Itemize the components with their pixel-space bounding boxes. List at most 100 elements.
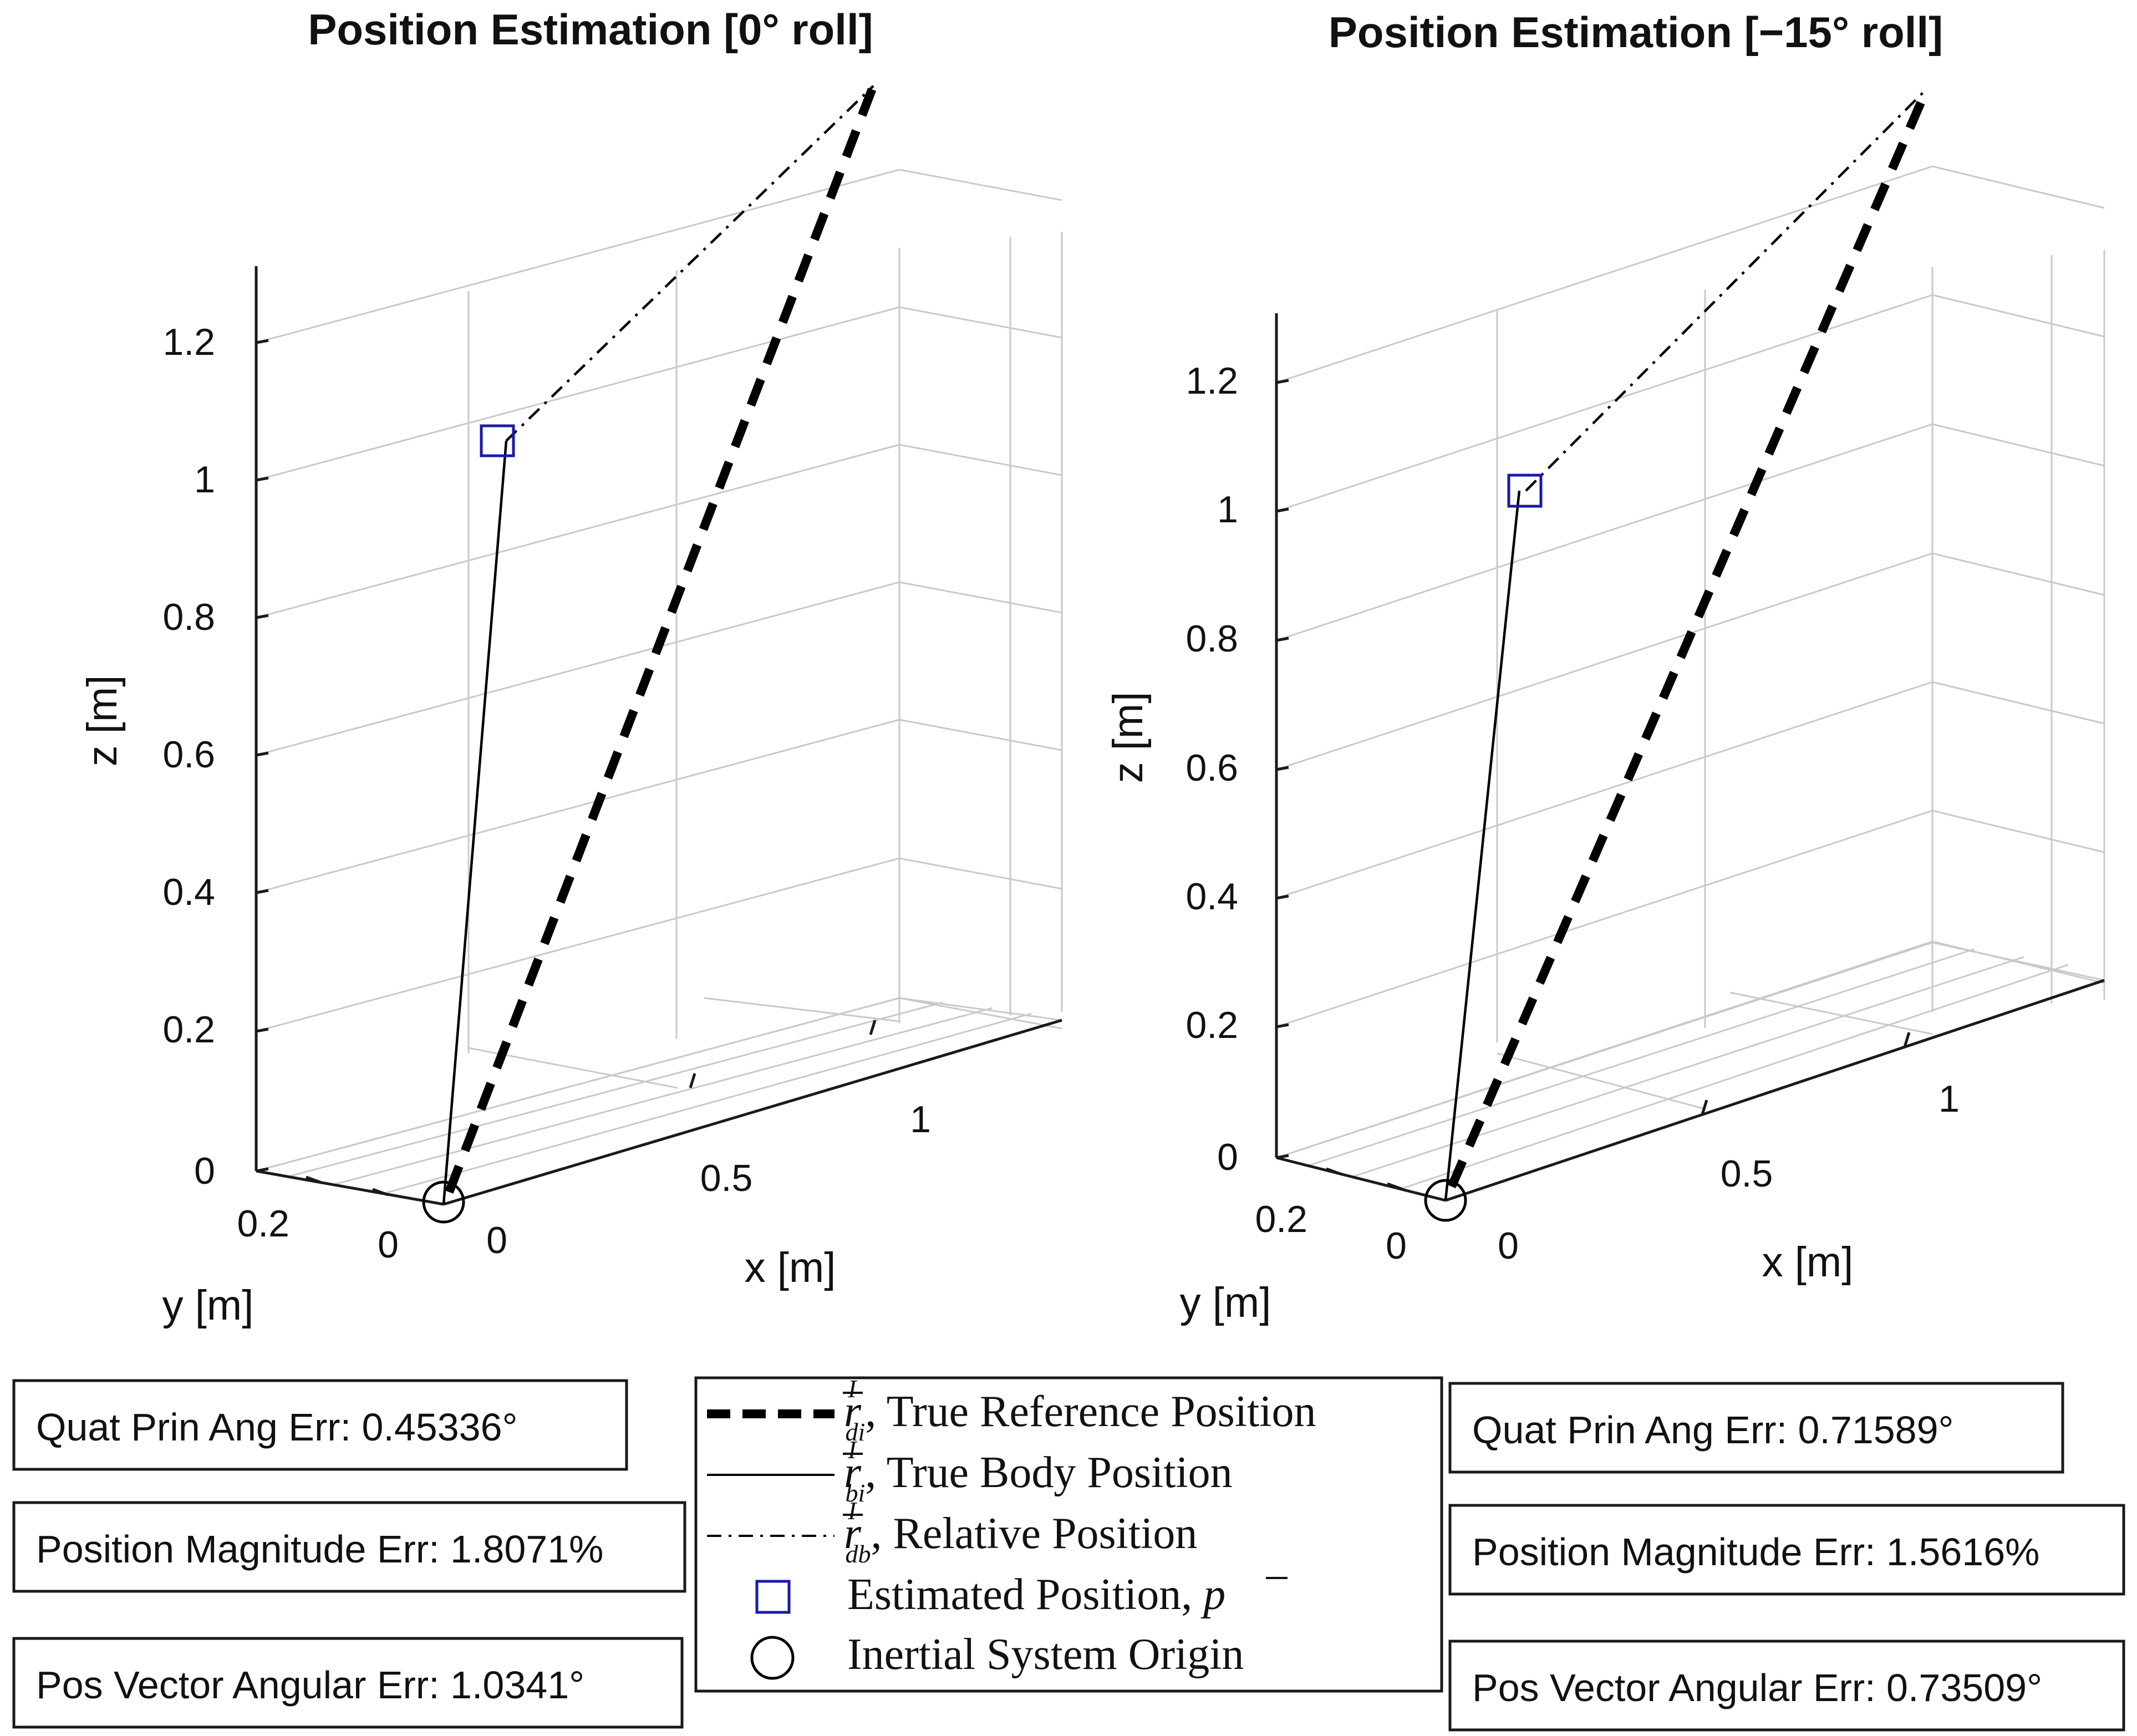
gridline bbox=[899, 306, 1062, 339]
z-tick-label: 1 bbox=[194, 459, 215, 501]
gridline bbox=[1276, 294, 1933, 512]
gridline bbox=[1497, 1052, 1706, 1110]
gridline bbox=[1729, 991, 1933, 1035]
gridline bbox=[256, 169, 900, 344]
gridline bbox=[256, 444, 900, 619]
gridline bbox=[256, 857, 900, 1032]
plot-title-left: Position Estimation [0° roll] bbox=[308, 5, 873, 54]
z-tick-mark bbox=[256, 751, 269, 757]
gridline bbox=[1932, 165, 2105, 209]
legend-body-text: , True Body Position bbox=[865, 1448, 1232, 1497]
gridline bbox=[1352, 956, 2024, 1178]
z-tick-label: 0.8 bbox=[162, 596, 215, 638]
inertial-origin-marker-left bbox=[422, 1180, 465, 1224]
x-tick-label: 0.5 bbox=[1721, 1153, 1773, 1195]
x-axis-line-left bbox=[443, 1019, 1062, 1206]
grid-right bbox=[1276, 165, 2105, 1189]
gridline bbox=[1308, 948, 1975, 1167]
x-tick-mark bbox=[1701, 1099, 1708, 1115]
x-tick-mark bbox=[1903, 1032, 1911, 1047]
plot-title-right: Position Estimation [−15° roll] bbox=[1329, 8, 1943, 57]
metric-box-quat-right: Quat Prin Ang Err: 0.71589° bbox=[1448, 1382, 2064, 1474]
gridline bbox=[1276, 941, 1933, 1159]
y-tick-mark bbox=[306, 1175, 322, 1184]
ticks-left bbox=[256, 339, 877, 1197]
x-tick-label: 1 bbox=[910, 1098, 931, 1141]
true-reference-position-line-right bbox=[1447, 86, 1931, 1189]
z-tick-mark bbox=[1276, 1154, 1289, 1159]
z-tick-label: 0.2 bbox=[1185, 1004, 1238, 1046]
legend-origin-marker bbox=[750, 1636, 795, 1680]
z-tick-mark bbox=[1276, 1023, 1289, 1029]
legend-body-entry: rI bi, True Body Position bbox=[844, 1435, 1233, 1507]
z-tick-mark bbox=[1276, 894, 1289, 900]
x-tick-label: 0 bbox=[486, 1219, 507, 1261]
relative-position-line-left bbox=[505, 85, 874, 442]
metric-posmag-right: Position Magnitude Err: 1.5616% bbox=[1472, 1530, 2039, 1574]
gridline bbox=[256, 719, 900, 894]
metric-box-posmag-right: Position Magnitude Err: 1.5616% bbox=[1448, 1504, 2125, 1596]
y-tick-label: 0.2 bbox=[1255, 1198, 1307, 1240]
z-tick-label: 0 bbox=[1217, 1136, 1238, 1178]
legend-estimate-entry: Estimated Position, p bbox=[847, 1570, 1225, 1619]
gridline bbox=[899, 444, 1062, 476]
inertial-origin-marker-right bbox=[1424, 1179, 1467, 1222]
z-tick-mark bbox=[256, 339, 269, 344]
legend-ref-text: , True Reference Position bbox=[865, 1387, 1316, 1436]
legend-estimate-symbol: p bbox=[1200, 1570, 1225, 1619]
gridline bbox=[332, 1007, 993, 1186]
legend-body-symbol: r bbox=[844, 1448, 862, 1497]
x-axis-line-right bbox=[1445, 979, 2105, 1202]
gridline bbox=[1932, 423, 2105, 467]
x-tick-mark bbox=[689, 1073, 696, 1088]
z-tick-label: 0.6 bbox=[162, 734, 215, 776]
true-reference-position-line-left bbox=[445, 84, 878, 1194]
legend-rel-text: , Relative Position bbox=[871, 1509, 1197, 1558]
legend-ref-sub: di bbox=[845, 1418, 865, 1446]
legend-estimate-text: Estimated Position, bbox=[847, 1570, 1203, 1619]
gridline bbox=[1276, 681, 1933, 899]
gridline bbox=[288, 1001, 943, 1178]
gridline bbox=[1402, 964, 2069, 1189]
z-axis-label-left: z [m] bbox=[79, 675, 126, 767]
metric-posvec-right: Pos Vector Angular Err: 0.73509° bbox=[1472, 1666, 2042, 1709]
gridline bbox=[1932, 681, 2105, 725]
metric-box-quat-left: Quat Prin Ang Err: 0.45336° bbox=[12, 1379, 628, 1471]
metrics-left: Quat Prin Ang Err: 0.45336° Position Mag… bbox=[12, 1379, 686, 1729]
legend: rI di, True Reference Position rI bi, True… bbox=[694, 1374, 1443, 1693]
y-axis-line-right bbox=[1276, 1156, 1446, 1202]
legend-origin-text: Inertial System Origin bbox=[847, 1630, 1244, 1679]
gridline bbox=[1276, 165, 1933, 384]
z-axis-label-right: z [m] bbox=[1105, 692, 1152, 783]
y-tick-mark bbox=[1326, 1167, 1342, 1176]
y-tick-label: 0 bbox=[1386, 1225, 1407, 1267]
legend-rel-entry: rI db, Relative Position bbox=[844, 1496, 1197, 1568]
gridline bbox=[899, 997, 1062, 1030]
legend-rel-symbol: r bbox=[844, 1509, 862, 1558]
metric-quat-right: Quat Prin Ang Err: 0.71589° bbox=[1472, 1408, 1954, 1452]
gridline bbox=[1276, 810, 1933, 1028]
z-tick-label: 1 bbox=[1217, 488, 1238, 531]
x-axis-label-left: x [m] bbox=[745, 1244, 836, 1291]
metric-box-posmag-left: Position Magnitude Err: 1.8071% bbox=[12, 1501, 686, 1593]
gridline bbox=[1932, 294, 2105, 338]
z-tick-mark bbox=[1276, 379, 1289, 384]
y-axis-line-left bbox=[256, 1169, 444, 1206]
legend-ref-entry: rI di, True Reference Position bbox=[844, 1374, 1316, 1446]
gridline bbox=[899, 719, 1062, 751]
metric-posmag-left: Position Magnitude Err: 1.8071% bbox=[36, 1528, 603, 1571]
y-tick-label: 0 bbox=[378, 1224, 399, 1266]
x-axis-label-right: x [m] bbox=[1762, 1239, 1854, 1286]
gridline bbox=[899, 997, 1062, 1021]
gridline bbox=[704, 997, 900, 1022]
z-tick-mark bbox=[1276, 507, 1289, 513]
legend-body-sup: I bbox=[847, 1435, 858, 1464]
y-axis-label-left: y [m] bbox=[162, 1282, 254, 1329]
x-tick-label: 0 bbox=[1498, 1225, 1519, 1267]
z-tick-label: 0.4 bbox=[162, 871, 215, 913]
z-tick-label: 1.2 bbox=[162, 321, 215, 363]
z-tick-label: 0.4 bbox=[1185, 875, 1238, 918]
estimated-position-marker-right bbox=[1507, 474, 1543, 508]
metric-box-posvec-left: Pos Vector Angular Err: 1.0341° bbox=[12, 1637, 684, 1729]
z-tick-label: 0.6 bbox=[1185, 747, 1238, 789]
